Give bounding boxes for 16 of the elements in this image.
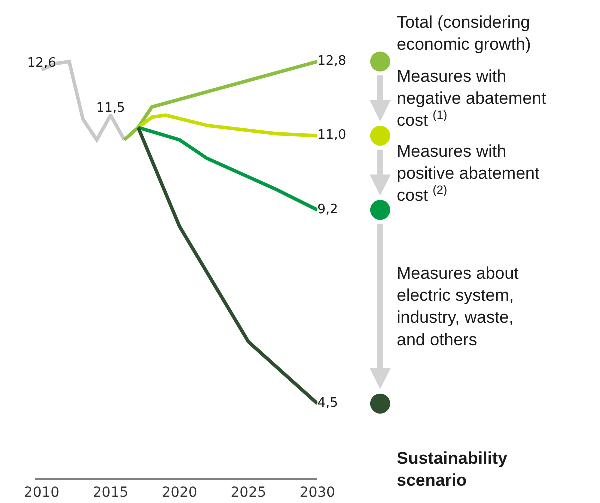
- text: Measures with positive abatement cost $^{(2)}$: [397, 142, 540, 206]
- data-label: 11,0: [318, 128, 347, 144]
- data-label: 12,8: [318, 54, 347, 70]
- text: Measures with negative abatement cost $^{(1)}$: [397, 67, 547, 130]
- text: Sustainability scenario: [397, 449, 508, 490]
- text: Total (considering economic growth): [397, 13, 532, 54]
- text: Measures about electric system, industry, waste, and others: [397, 264, 520, 350]
- x-tick-label: 2010: [24, 484, 60, 501]
- x-tick-label: 2030: [300, 484, 336, 501]
- data-label: 9,2: [318, 202, 338, 218]
- data-label: 4,5: [318, 396, 338, 412]
- data-label: 11,5: [96, 101, 126, 116]
- x-tick-label: 2025: [230, 484, 267, 501]
- x-tick-label: 2020: [162, 484, 198, 501]
- data-label: 12,6: [27, 56, 56, 71]
- x-tick-label: 2015: [92, 484, 129, 501]
